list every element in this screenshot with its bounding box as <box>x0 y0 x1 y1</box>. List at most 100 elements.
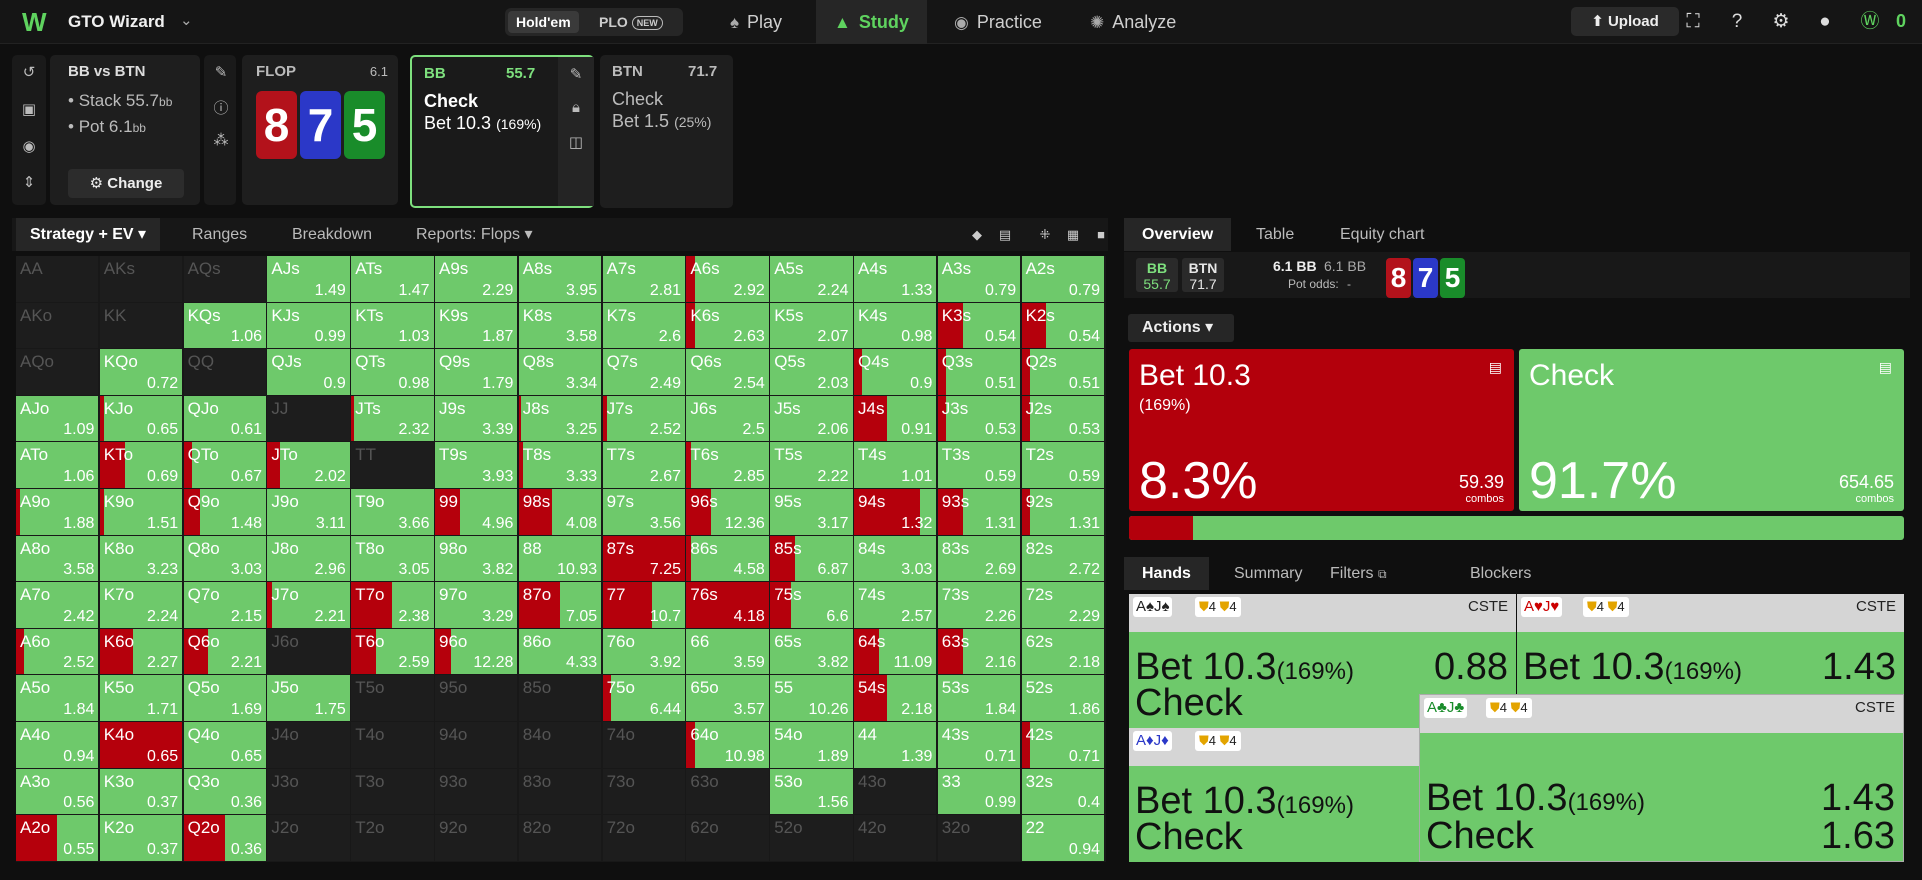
node-action-bet[interactable]: Bet 10.3 (169%) <box>424 113 541 134</box>
tab-overview[interactable]: Overview <box>1124 218 1232 251</box>
hand-cell[interactable]: J5o 1.75 <box>267 675 350 721</box>
nav-study[interactable]: ▲ Study <box>816 0 927 44</box>
hand-cell[interactable]: Q7o 2.15 <box>183 582 266 628</box>
hand-cell[interactable]: A6s 2.92 <box>686 256 769 302</box>
hand-cell[interactable]: 64o 10.98 <box>686 722 769 768</box>
tab-equity-chart[interactable]: Equity chart <box>1340 226 1425 243</box>
hand-cell[interactable]: A5o 1.84 <box>16 675 99 721</box>
hand-cell[interactable]: J7o 2.21 <box>267 582 350 628</box>
hand-cell[interactable]: KJs 0.99 <box>267 302 350 349</box>
hand-cell[interactable]: JTs 2.32 <box>351 395 434 442</box>
chips-icon[interactable]: ⁂ <box>213 132 229 149</box>
change-button[interactable]: ⚙ Change <box>68 169 184 198</box>
hand-cell[interactable]: 82o <box>518 815 602 861</box>
flop-panel[interactable]: FLOP 6.1 8 7 5 <box>242 55 398 205</box>
scan-icon[interactable]: ⛶ <box>1686 11 1700 32</box>
hand-cell[interactable]: Q5s 2.03 <box>770 349 853 395</box>
hand-cell[interactable]: 93o <box>435 768 518 815</box>
hand-cell[interactable]: Q5o 1.69 <box>183 675 266 721</box>
hand-cell[interactable]: 96o 12.28 <box>435 628 518 675</box>
hand-cell[interactable]: J6s 2.5 <box>686 395 769 442</box>
hand-cell[interactable]: QQ <box>183 349 266 395</box>
info-icon[interactable]: ⓘ <box>213 100 229 117</box>
hand-cell[interactable]: 62o <box>686 815 769 861</box>
hand-cell[interactable]: K9o 1.51 <box>99 489 183 535</box>
hand-cell[interactable]: 84o <box>518 722 602 768</box>
hand-cell[interactable]: 65s 3.82 <box>770 628 853 675</box>
hand-cell[interactable]: AA <box>16 256 99 302</box>
hand-cell[interactable]: K7o 2.24 <box>99 582 183 628</box>
hand-cell[interactable]: AKo <box>16 302 99 349</box>
hand-cell[interactable]: 77 10.7 <box>602 582 685 628</box>
hand-cell[interactable]: T8o 3.05 <box>351 535 434 582</box>
hand-cell[interactable]: T5s 2.22 <box>770 442 853 488</box>
hand-cell[interactable]: Q2s 0.51 <box>1021 349 1104 395</box>
btn-node[interactable]: BTN 71.7 Check Bet 1.5 (25%) <box>600 55 733 208</box>
pencil-icon[interactable]: ✎ <box>569 66 583 83</box>
hand-cell[interactable]: K9s 1.87 <box>435 302 518 349</box>
hand-cell[interactable]: 75s 6.6 <box>770 582 853 628</box>
hand-cell[interactable]: J6o <box>267 628 350 675</box>
hand-cell[interactable]: 22 0.94 <box>1021 815 1104 861</box>
node-action-bet[interactable]: Bet 1.5 (25%) <box>612 111 711 132</box>
hand-cell[interactable]: A9o 1.88 <box>16 489 99 535</box>
nav-practice[interactable]: ◉ Practice <box>936 0 1060 44</box>
hand-cell[interactable]: Q9s 1.79 <box>435 349 518 395</box>
hand-cell[interactable]: KTo 0.69 <box>99 442 183 488</box>
hand-cell[interactable]: T6o 2.59 <box>351 628 434 675</box>
hand-cell[interactable]: 92s 1.31 <box>1021 489 1104 535</box>
hand-cell[interactable]: T9o 3.66 <box>351 489 434 535</box>
hand-cell[interactable]: TT <box>351 442 434 488</box>
hand-cell[interactable]: 99 4.96 <box>435 489 518 535</box>
square-view-icon[interactable]: ■ <box>1097 227 1105 242</box>
hand-cell[interactable]: AQo <box>16 349 99 395</box>
app-name[interactable]: GTO Wizard <box>68 12 165 31</box>
hand-cell[interactable]: J7s 2.52 <box>602 395 685 442</box>
bb-position[interactable]: BB 55.7 <box>1136 258 1178 292</box>
hand-cell[interactable]: K3s 0.54 <box>937 302 1021 349</box>
hand-cell[interactable]: QTs 0.98 <box>351 349 434 395</box>
hand-cell[interactable]: 54s 2.18 <box>854 675 937 721</box>
hand-cell[interactable]: AKs <box>99 256 183 302</box>
hand-cell[interactable]: 53o 1.56 <box>770 768 853 815</box>
hand-cell[interactable]: J9s 3.39 <box>435 395 518 442</box>
hand-cell[interactable]: 54o 1.89 <box>770 722 853 768</box>
hand-cell[interactable]: A4o 0.94 <box>16 722 99 768</box>
hand-cell[interactable]: 74o <box>602 722 685 768</box>
hand-cell[interactable]: 72s 2.29 <box>1021 582 1104 628</box>
hand-cell[interactable]: 97o 3.29 <box>435 582 518 628</box>
hand-cell[interactable]: 43s 0.71 <box>937 722 1021 768</box>
hand-cell[interactable]: 85o <box>518 675 602 721</box>
hand-cell[interactable]: K2s 0.54 <box>1021 302 1104 349</box>
holdem-toggle-button[interactable]: Hold'em <box>508 11 579 33</box>
action-card-check[interactable]: Check 91.7% 654.65 combos ▤ <box>1519 349 1904 511</box>
hand-cell[interactable]: 52o <box>770 815 853 861</box>
hand-cell[interactable]: 42o <box>854 815 937 861</box>
hand-cell[interactable]: K6s 2.63 <box>686 302 769 349</box>
split-view-icon[interactable]: ▤ <box>998 227 1012 242</box>
hand-cell[interactable]: 87o 7.05 <box>518 582 602 628</box>
hand-cell[interactable]: AJo 1.09 <box>16 395 99 442</box>
hand-cell[interactable]: J3s 0.53 <box>937 395 1021 442</box>
hand-cell[interactable]: Q6o 2.21 <box>183 628 266 675</box>
save-icon[interactable]: ▣ <box>21 101 37 118</box>
tab-filters[interactable]: Filters ⧉ <box>1312 557 1405 590</box>
hand-cell[interactable]: A2o 0.55 <box>16 815 99 861</box>
coin-icon[interactable]: Ⓦ <box>1860 11 1880 32</box>
tab-reports-flops[interactable]: Reports: Flops ▾ <box>416 226 533 243</box>
hand-cell[interactable]: 88 10.93 <box>518 535 602 582</box>
compact-icon[interactable]: ⁜ <box>1039 227 1051 242</box>
hand-cell[interactable]: J5s 2.06 <box>770 395 853 442</box>
hand-cell[interactable]: A4s 1.33 <box>854 256 937 302</box>
gear-icon[interactable]: ⚙ <box>1772 11 1790 32</box>
compare-icon[interactable]: ◫ <box>568 134 584 151</box>
hand-cell[interactable]: 97s 3.56 <box>602 489 685 535</box>
hand-cell[interactable]: J2o <box>267 815 350 861</box>
details-icon[interactable]: ▤ <box>1878 359 1892 375</box>
hand-cell[interactable]: 95s 3.17 <box>770 489 853 535</box>
hand-cell[interactable]: 66 3.59 <box>686 628 769 675</box>
hand-cell[interactable]: QTo 0.67 <box>183 442 266 488</box>
hand-cell[interactable]: A7o 2.42 <box>16 582 99 628</box>
hand-cell[interactable]: 32o <box>937 815 1021 861</box>
hand-cell[interactable]: 55 10.26 <box>770 675 853 721</box>
